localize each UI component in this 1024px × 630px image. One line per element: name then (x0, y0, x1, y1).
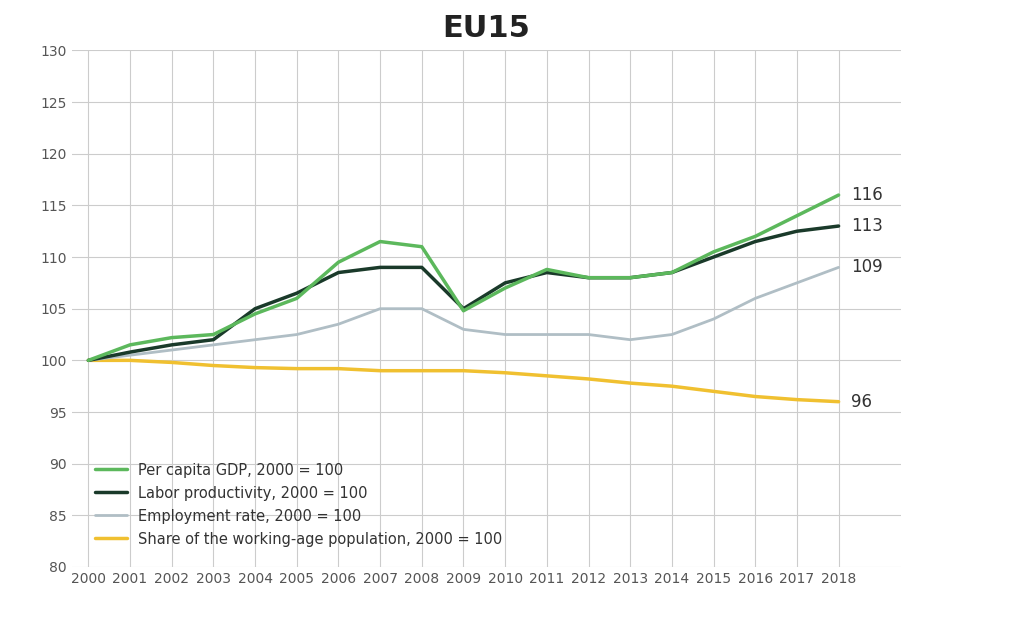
Text: 96: 96 (851, 392, 872, 411)
Legend: Per capita GDP, 2000 = 100, Labor productivity, 2000 = 100, Employment rate, 200: Per capita GDP, 2000 = 100, Labor produc… (87, 456, 510, 554)
Title: EU15: EU15 (442, 13, 530, 42)
Text: 113: 113 (851, 217, 883, 235)
Text: 109: 109 (851, 258, 883, 277)
Text: 116: 116 (851, 186, 883, 204)
